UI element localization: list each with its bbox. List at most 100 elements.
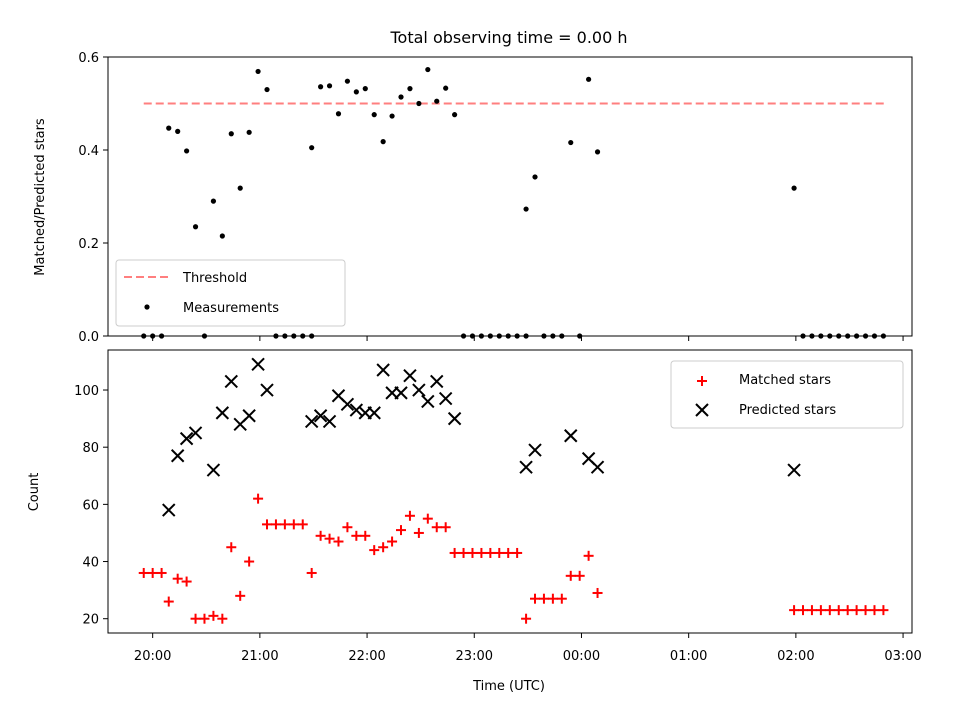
legend-predicted-marker: [695, 403, 709, 417]
count-y-tick-label: 80: [82, 441, 99, 456]
matched-star-point: [396, 525, 407, 536]
matched-star-point: [315, 530, 326, 541]
predicted-marker-b: [394, 386, 408, 400]
matched-star-point: [431, 522, 442, 533]
ratio-y-axis: 0.0 0.2 0.4 0.6: [78, 51, 108, 345]
measurement-point: [362, 86, 368, 92]
legend-matched-label: Matched stars: [739, 373, 831, 388]
measurement-point: [586, 76, 592, 82]
matched-star-point: [806, 605, 817, 616]
matched-star-point: [583, 550, 594, 561]
predicted-star-point: [215, 406, 230, 420]
matched-star-point: [360, 530, 371, 541]
matched-star-point: [351, 530, 362, 541]
predicted-marker-b: [590, 460, 605, 474]
matched-star-point: [851, 605, 862, 616]
measurement-point: [175, 128, 181, 134]
predicted-star-point: [251, 357, 265, 372]
count-y-tick-label: 40: [82, 556, 99, 571]
count-y-tick-label: 20: [82, 613, 99, 628]
measurement-point: [237, 185, 243, 191]
predicted-star-point: [519, 460, 533, 474]
count-y-tick-label: 100: [74, 384, 99, 399]
predicted-star-point: [564, 429, 578, 443]
measurement-point: [344, 78, 351, 84]
predicted-star-point: [376, 363, 390, 377]
measurement-point: [210, 198, 217, 204]
measurement-point: [523, 206, 529, 212]
x-tick-label: 02:00: [777, 649, 814, 664]
predicted-star-point: [394, 386, 408, 400]
predicted-marker-b: [349, 403, 364, 417]
matched-star-point: [324, 533, 335, 544]
matched-star-point: [306, 567, 317, 578]
ratio-y-tick-label: 0.2: [78, 237, 99, 252]
matched-star-point: [333, 536, 344, 547]
measurement-point: [380, 139, 386, 145]
predicted-marker-b: [581, 451, 596, 466]
legend-predicted-label: Predicted stars: [739, 403, 836, 418]
predicted-star-point: [224, 374, 238, 389]
matched-star-point: [422, 513, 433, 524]
matched-star-point: [342, 522, 353, 533]
matched-star-point: [824, 605, 835, 616]
ratio-panel: Total observing time = 0.00 h 0.00.20.40…: [33, 28, 913, 345]
measurement-point: [407, 86, 413, 92]
ratio-y-axis-label: Matched/Predicted stars: [33, 118, 48, 276]
predicted-star-point: [403, 369, 417, 383]
measurement-point: [353, 89, 359, 95]
ratio-plot-area: [141, 66, 887, 339]
matched-star-point: [369, 545, 380, 556]
predicted-star-point: [438, 391, 453, 406]
predicted-marker-b: [376, 363, 390, 377]
predicted-marker-b: [215, 406, 230, 420]
matched-star-point: [467, 547, 478, 558]
x-tick-label: 21:00: [241, 649, 278, 664]
x-tick-label: 22:00: [348, 649, 385, 664]
predicted-star-point: [447, 411, 462, 426]
measurement-point: [335, 111, 342, 117]
predicted-star-point: [179, 431, 194, 446]
matched-star-point: [244, 556, 255, 567]
matched-star-point: [440, 522, 451, 533]
matched-star-point: [387, 536, 398, 547]
predicted-marker-b: [260, 383, 274, 397]
predicted-star-point: [162, 503, 176, 517]
matched-star-point: [565, 570, 576, 581]
x-tick-label: 01:00: [670, 649, 707, 664]
predicted-star-point: [340, 397, 355, 412]
x-tick-label: 00:00: [563, 649, 600, 664]
predicted-marker-b: [304, 414, 319, 429]
matched-star-point: [878, 605, 889, 616]
count-x-axis: 20:00 21:00 22:00 23:00 00:00 01:00 02:00 03:00: [134, 633, 922, 664]
matched-star-point: [494, 547, 505, 558]
predicted-marker-b: [162, 503, 176, 517]
predicted-marker-b: [251, 357, 265, 372]
matched-star-point: [798, 605, 809, 616]
measurement-point: [452, 112, 458, 118]
matched-star-point: [485, 547, 496, 558]
matched-star-point: [199, 613, 210, 624]
matched-star-point: [226, 542, 237, 553]
matched-star-point: [413, 527, 424, 538]
matched-star-point: [789, 605, 800, 616]
predicted-marker-b: [412, 383, 426, 397]
matched-star-point: [842, 605, 853, 616]
measurement-point: [594, 149, 601, 155]
predicted-star-point: [170, 449, 185, 463]
count-axes-frame: [107, 349, 913, 634]
measurement-point: [255, 68, 261, 75]
matched-star-point: [476, 547, 487, 558]
matched-star-point: [512, 547, 523, 558]
predicted-marker-b: [206, 463, 221, 477]
matched-star-point: [547, 593, 558, 604]
ratio-x-ticks: [152, 336, 904, 341]
measurement-point: [246, 129, 252, 135]
measurement-point: [228, 131, 234, 137]
ratio-y-tick-label: 0.4: [78, 144, 99, 159]
count-panel: 20 40 60 80 100 20:00 21:00 22:00 23:00 00:00 01:…: [27, 349, 922, 694]
predicted-star-point: [349, 403, 364, 417]
ratio-legend: Threshold Measurements: [115, 259, 346, 327]
